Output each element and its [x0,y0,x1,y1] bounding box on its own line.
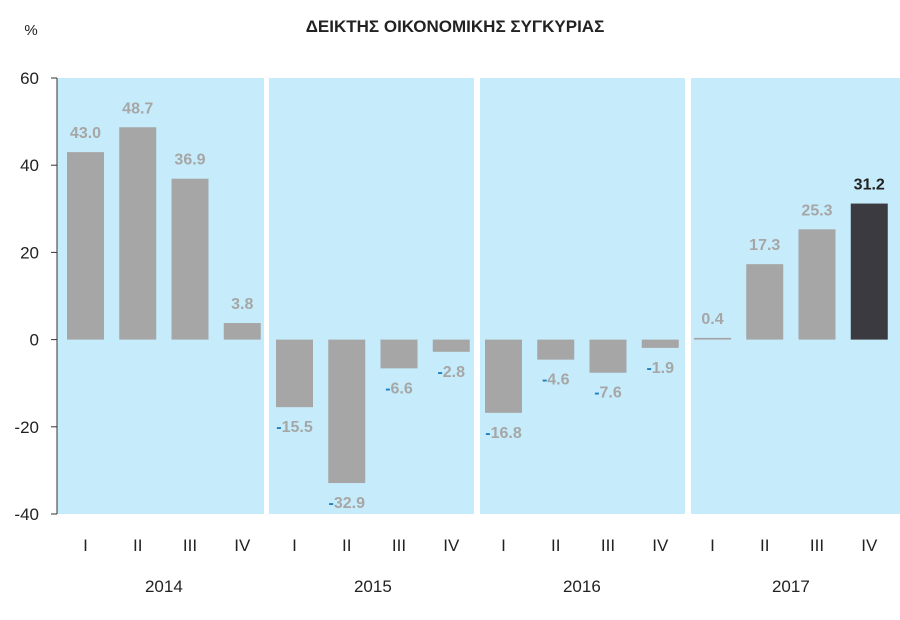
x-tick-label: IV [234,536,251,555]
x-tick-label: III [183,536,197,555]
bar [485,339,522,413]
data-label: -2.8 [437,364,465,381]
bar [380,339,418,369]
x-tick-label: I [83,536,88,555]
y-tick-label: -20 [14,418,39,437]
y-axis-unit: % [24,22,37,39]
bar [694,337,731,340]
chart-title: ΔΕΙΚΤΗΣ ΟΙΚΟΝΟΜΙΚΗΣ ΣΥΓΚΥΡΙΑΣ [306,17,605,36]
y-tick-label: 0 [30,331,39,350]
bar [328,339,366,484]
data-label: 48.7 [122,100,153,117]
data-label: 43.0 [70,125,101,142]
x-group-label: 2017 [772,577,810,596]
bar [223,323,261,340]
x-group-label: 2015 [354,577,392,596]
bar [276,339,313,408]
data-label: -1.9 [646,360,674,377]
data-label: -32.9 [329,495,366,512]
x-tick-label: III [810,536,824,555]
x-tick-label: II [551,536,560,555]
x-tick-label: IV [443,536,460,555]
x-group-label: 2014 [145,577,183,596]
y-tick-label: 20 [20,243,39,262]
bar [641,339,679,348]
data-label: 0.4 [701,311,723,328]
data-label: 17.3 [749,237,780,254]
bar [746,264,784,340]
panel-2015 [269,78,474,514]
bar [119,127,157,340]
x-tick-label: II [342,536,351,555]
data-label: 31.2 [854,177,885,194]
x-tick-label: III [601,536,615,555]
x-tick-label: IV [652,536,669,555]
x-tick-label: II [760,536,769,555]
data-label: 36.9 [174,152,205,169]
x-tick-label: III [392,536,406,555]
bar [798,229,836,340]
x-group-label: 2016 [563,577,601,596]
bar [850,203,888,340]
data-label: -6.6 [385,380,413,397]
panel-2016 [480,78,685,514]
x-tick-label: I [501,536,506,555]
data-label: -15.5 [276,419,313,436]
x-tick-label: I [292,536,297,555]
bar [171,178,209,340]
x-tick-label: I [710,536,715,555]
y-tick-label: 40 [20,156,39,175]
data-label: -4.6 [542,372,570,389]
x-tick-label: IV [861,536,878,555]
data-label: 25.3 [801,202,832,219]
bar [589,339,627,373]
y-tick-label: -40 [14,505,39,524]
y-tick-label: 60 [20,69,39,88]
data-label: -16.8 [485,425,522,442]
data-label: -7.6 [594,385,622,402]
data-label: 3.8 [231,296,253,313]
bar [537,339,575,360]
x-tick-label: II [133,536,142,555]
bar [67,152,104,340]
bar [432,339,470,352]
